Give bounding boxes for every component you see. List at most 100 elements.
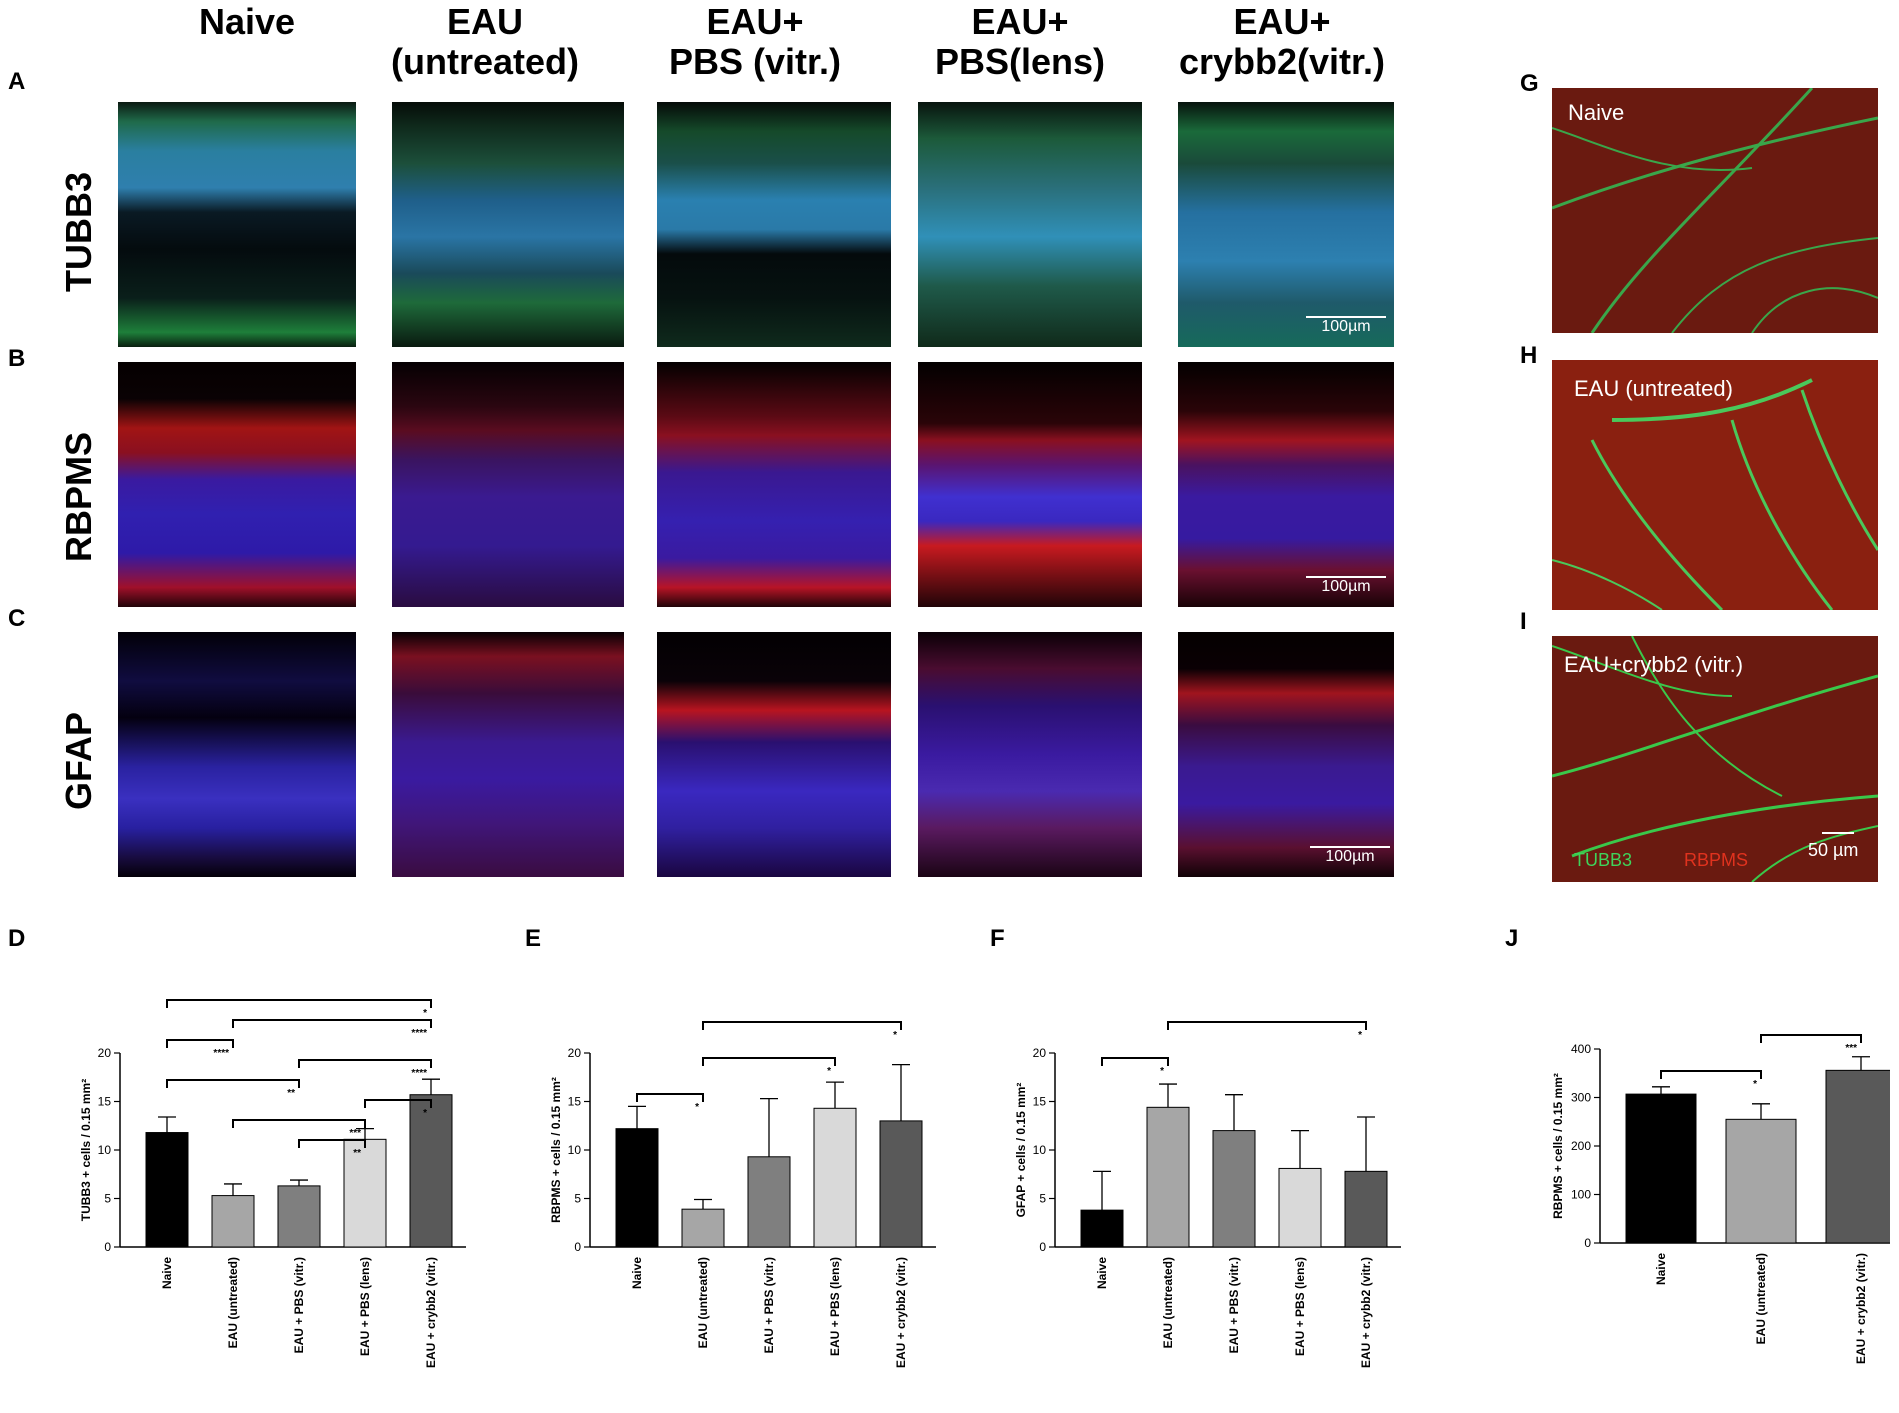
micrograph-tubb3-eau-pbs-vitr xyxy=(657,102,891,347)
micrograph-rbpms-naive xyxy=(118,362,356,607)
y-tick-label: 5 xyxy=(1039,1192,1046,1206)
micrograph-gfap-naive xyxy=(118,632,356,877)
legend-rbpms: RBPMS xyxy=(1684,850,1749,870)
category-label: EAU + crybb2 (vitr.) xyxy=(1359,1257,1373,1368)
col-header-eau-pbs-vitr: EAU+ PBS (vitr.) xyxy=(668,1,842,82)
y-axis-label: RBPMS + cells / 0.15 mm² xyxy=(549,1077,563,1223)
bar xyxy=(747,1156,791,1248)
bar xyxy=(343,1138,387,1248)
panel-letter-h: H xyxy=(1520,342,1538,369)
significance-bracket xyxy=(1167,1021,1367,1030)
significance-label: * xyxy=(1358,1030,1362,1041)
category-label: Naive xyxy=(1095,1257,1109,1289)
micrograph-rbpms-eau-pbs-lens xyxy=(918,362,1142,607)
significance-label: * xyxy=(423,1008,427,1019)
significance-bracket xyxy=(166,999,432,1008)
row-label-tubb3: TUBB3 xyxy=(58,171,99,292)
micrograph-gfap-eau-pbs-lens xyxy=(918,632,1142,877)
bar xyxy=(1725,1118,1797,1244)
panel-letter-f: F xyxy=(990,925,1005,952)
category-label: EAU + PBS (lens) xyxy=(828,1257,842,1356)
significance-label: **** xyxy=(411,1068,427,1079)
significance-bracket xyxy=(702,1057,836,1066)
category-label: EAU + PBS (vitr.) xyxy=(762,1257,776,1353)
flatmount-h-label: EAU (untreated) xyxy=(1574,376,1733,401)
panel-letter-a: A xyxy=(8,68,26,95)
panel-letter-c: C xyxy=(8,605,26,632)
significance-bracket xyxy=(364,1099,432,1108)
y-axis-label: GFAP + cells / 0.15 mm² xyxy=(1014,1083,1028,1218)
scale-bar-row-a: 100µm xyxy=(1306,316,1386,336)
bar xyxy=(1278,1167,1322,1248)
bar xyxy=(211,1195,255,1248)
col-header-naive: Naive xyxy=(198,1,296,42)
y-tick-label: 20 xyxy=(568,1046,582,1060)
category-label: EAU + PBS (lens) xyxy=(358,1257,372,1356)
bar xyxy=(813,1107,857,1248)
significance-label: * xyxy=(827,1066,831,1077)
panel-letter-b: B xyxy=(8,345,26,372)
significance-bracket xyxy=(166,1039,234,1048)
significance-label: **** xyxy=(213,1048,229,1059)
flatmount-h: EAU (untreated) xyxy=(1552,360,1878,610)
significance-label: * xyxy=(1753,1079,1757,1090)
scale-bar-row-c: 100µm xyxy=(1310,846,1390,866)
bar xyxy=(1080,1209,1124,1248)
significance-bracket xyxy=(1101,1057,1169,1066)
panel-letter-d: D xyxy=(8,925,26,952)
significance-bracket xyxy=(232,1019,432,1028)
bar xyxy=(145,1132,189,1248)
micrograph-rbpms-eau-crybb2-vitr xyxy=(1178,362,1394,607)
y-tick-label: 10 xyxy=(568,1143,582,1157)
chart-e: 0 5 10 15 20 RBPMS + cells / 0.15 mm² Naive EAU… xyxy=(549,1021,936,1368)
y-tick-label: 400 xyxy=(1571,1042,1591,1056)
legend-tubb3: TUBB3 xyxy=(1574,850,1633,870)
significance-label: ** xyxy=(287,1088,295,1099)
micrograph-tubb3-naive xyxy=(118,102,356,347)
micrograph-gfap-eau-pbs-vitr xyxy=(657,632,891,877)
significance-bracket xyxy=(232,1119,366,1128)
bar xyxy=(1212,1130,1256,1248)
micrograph-gfap-eau-crybb2-vitr xyxy=(1178,632,1394,877)
y-tick-label: 0 xyxy=(574,1240,581,1254)
flatmount-i: EAU+crybb2 (vitr.) TUBB3 RBPMS 50 µm xyxy=(1552,636,1878,882)
y-tick-label: 10 xyxy=(98,1143,112,1157)
y-tick-label: 5 xyxy=(104,1192,111,1206)
category-label: EAU + PBS (vitr.) xyxy=(292,1257,306,1353)
y-axis-label: TUBB3 + cells / 0.15 mm² xyxy=(79,1079,93,1221)
significance-label: *** xyxy=(349,1128,361,1139)
category-label: EAU + crybb2 (vitr.) xyxy=(894,1257,908,1368)
flatmount-g-label: Naive xyxy=(1568,100,1625,125)
category-label: EAU + PBS (vitr.) xyxy=(1227,1257,1241,1353)
flatmount-g: Naive xyxy=(1552,88,1878,333)
chart-d: 0 5 10 15 20 TUBB3 + cells / 0.15 mm² Naive EAU… xyxy=(79,999,466,1368)
category-label: Naive xyxy=(160,1257,174,1289)
category-label: EAU (untreated) xyxy=(696,1257,710,1348)
significance-label: ** xyxy=(353,1148,361,1159)
micrograph-rbpms-eau-untreated xyxy=(392,362,624,607)
significance-label: **** xyxy=(411,1028,427,1039)
y-tick-label: 15 xyxy=(568,1095,582,1109)
y-tick-label: 5 xyxy=(574,1192,581,1206)
y-tick-label: 200 xyxy=(1571,1139,1591,1153)
bar xyxy=(681,1208,725,1248)
bar xyxy=(615,1128,659,1248)
panel-letter-e: E xyxy=(525,925,542,952)
col-header-eau-pbs-lens: EAU+ PBS(lens) xyxy=(934,1,1106,82)
panel-letter-g: G xyxy=(1520,70,1539,97)
scale-bar-row-b: 100µm xyxy=(1306,576,1386,596)
bar xyxy=(1825,1069,1890,1244)
panel-letter-j: J xyxy=(1505,925,1519,952)
bar xyxy=(879,1120,923,1248)
panel-letter-i: I xyxy=(1520,608,1527,635)
row-label-rbpms: RBPMS xyxy=(58,431,99,562)
category-label: EAU (untreated) xyxy=(1754,1253,1768,1344)
significance-label: * xyxy=(695,1102,699,1113)
y-tick-label: 15 xyxy=(1033,1095,1047,1109)
category-label: EAU + crybb2 (vitr.) xyxy=(424,1257,438,1368)
bar xyxy=(409,1094,453,1248)
y-tick-label: 300 xyxy=(1571,1091,1591,1105)
significance-bracket xyxy=(636,1093,704,1102)
bar xyxy=(1625,1093,1697,1244)
col-header-eau-untreated: EAU (untreated) xyxy=(391,1,579,82)
